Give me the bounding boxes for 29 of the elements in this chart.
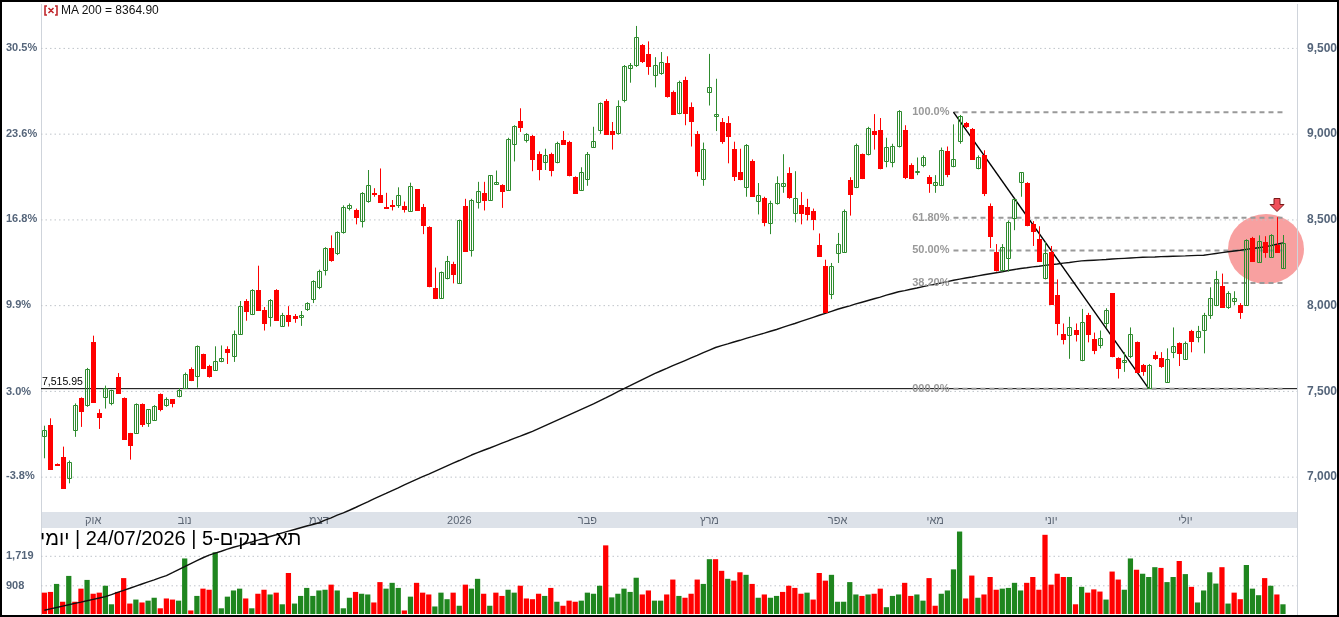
y-tick-label: 8,000 — [1307, 297, 1338, 312]
x-tick-label: 2026 — [447, 513, 472, 526]
y-tick-label: 7,000 — [1307, 469, 1338, 484]
y3-tick-label: 1,719 — [6, 549, 34, 562]
series-label: 50.00% — [912, 243, 950, 256]
x-tick-label: מרץ — [699, 513, 719, 526]
x-tick-label: פבר — [577, 513, 598, 526]
text: תא בנקים-5 | 24/07/2026 | יומי — [40, 527, 302, 549]
text: MA 200 = 8364.90 — [61, 3, 159, 17]
x-tick-label: מאי — [926, 513, 944, 526]
y-tick-label: 9,000 — [1307, 126, 1338, 141]
series-label: 61.80% — [912, 210, 950, 223]
y2-tick-label: -3.8% — [6, 469, 35, 482]
y2-tick-label: 23.6% — [6, 127, 38, 140]
y2-tick-label: 30.5% — [6, 41, 38, 54]
ref-line-label: 7,515.95 — [42, 375, 84, 388]
y3-tick-label: 908 — [6, 578, 25, 591]
y-tick-label: 7,500 — [1307, 383, 1338, 398]
x-tick-label: יוני — [1044, 513, 1058, 526]
x-tick-label: נוב — [177, 513, 192, 526]
y2-tick-label: 9.9% — [6, 298, 32, 311]
x-tick-label: יולי — [1178, 513, 1193, 526]
y2-tick-label: 3.0% — [6, 384, 32, 397]
series-label: 100.0% — [912, 105, 950, 118]
y-tick-label: 9,500 — [1307, 40, 1338, 55]
y-tick-label: 8,500 — [1307, 212, 1338, 227]
y2-tick-label: 16.8% — [6, 212, 38, 225]
x-tick-label: אפר — [827, 513, 848, 526]
x-tick-label: אוק — [85, 513, 102, 526]
